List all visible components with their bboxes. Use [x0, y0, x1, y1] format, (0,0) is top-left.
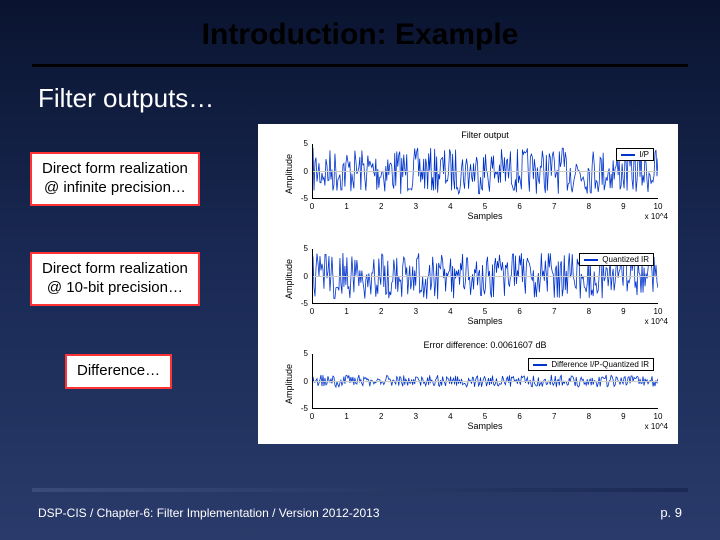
grid-zero	[313, 171, 658, 172]
xtick: 2	[379, 412, 383, 421]
ytick: 5	[294, 139, 308, 148]
xtick: 8	[587, 412, 591, 421]
chart-title: Error difference: 0.0061607 dB	[312, 340, 658, 350]
ytick: -5	[294, 404, 308, 413]
slide: Introduction: Example Filter outputs… Di…	[0, 0, 720, 540]
xtick: 6	[517, 412, 521, 421]
xtick: 5	[483, 307, 487, 316]
grid-zero	[313, 381, 658, 382]
ylabel: Amplitude	[284, 258, 294, 298]
ytick: 0	[294, 167, 308, 176]
legend: Quantized IR	[579, 253, 654, 266]
xtick: 10	[654, 202, 663, 211]
ytick: -5	[294, 299, 308, 308]
legend: Difference I/P-Quantized IR	[528, 358, 654, 371]
xtick: 7	[552, 412, 556, 421]
xtick: 10	[654, 307, 663, 316]
axes: Difference I/P-Quantized IR	[312, 354, 658, 409]
label-box-1: Direct form realization @ 10-bit precisi…	[30, 252, 200, 306]
ylabel: Amplitude	[284, 153, 294, 193]
xtick: 3	[414, 307, 418, 316]
xtick: 9	[621, 412, 625, 421]
xtick: 9	[621, 202, 625, 211]
xtick: 7	[552, 202, 556, 211]
subplot-1: Quantized IR-505012345678910AmplitudeSam…	[312, 249, 658, 304]
xtick: 4	[448, 412, 452, 421]
xtick: 3	[414, 412, 418, 421]
ytick: -5	[294, 194, 308, 203]
ytick: 0	[294, 272, 308, 281]
legend: I/P	[616, 148, 654, 161]
legend-label: I/P	[639, 150, 649, 159]
label-box-0: Direct form realization @ infinite preci…	[30, 152, 200, 206]
label-line: Difference…	[77, 362, 160, 381]
xscale: x 10^4	[645, 422, 668, 431]
legend-swatch	[621, 154, 635, 156]
xlabel: Samples	[312, 211, 658, 221]
axes: I/P	[312, 144, 658, 199]
xtick: 2	[379, 307, 383, 316]
xscale: x 10^4	[645, 212, 668, 221]
legend-swatch	[533, 364, 547, 366]
legend-swatch	[584, 259, 598, 261]
label-box-2: Difference…	[65, 354, 172, 389]
legend-label: Quantized IR	[602, 255, 649, 264]
xtick: 0	[310, 412, 314, 421]
xtick: 8	[587, 202, 591, 211]
figure-area: I/P-505012345678910AmplitudeFilter outpu…	[258, 124, 678, 444]
xlabel: Samples	[312, 316, 658, 326]
footer-right: p. 9	[660, 505, 682, 520]
xtick: 0	[310, 307, 314, 316]
xscale: x 10^4	[645, 317, 668, 326]
label-line: @ infinite precision…	[42, 179, 188, 198]
xtick: 6	[517, 202, 521, 211]
xtick: 1	[344, 412, 348, 421]
axes: Quantized IR	[312, 249, 658, 304]
xtick: 4	[448, 307, 452, 316]
title-rule	[32, 64, 688, 67]
content-area: Direct form realization @ infinite preci…	[0, 124, 720, 444]
xtick: 1	[344, 202, 348, 211]
footer-left: DSP-CIS / Chapter-6: Filter Implementati…	[38, 506, 380, 520]
ytick: 0	[294, 377, 308, 386]
xtick: 8	[587, 307, 591, 316]
subplot-0: I/P-505012345678910AmplitudeFilter outpu…	[312, 144, 658, 199]
xtick: 7	[552, 307, 556, 316]
xtick: 0	[310, 202, 314, 211]
xlabel: Samples	[312, 421, 658, 431]
xtick: 10	[654, 412, 663, 421]
xtick: 5	[483, 202, 487, 211]
xtick: 2	[379, 202, 383, 211]
xtick: 6	[517, 307, 521, 316]
xtick: 3	[414, 202, 418, 211]
grid-zero	[313, 276, 658, 277]
slide-title: Introduction: Example	[0, 0, 720, 52]
xtick: 4	[448, 202, 452, 211]
xtick: 5	[483, 412, 487, 421]
ytick: 5	[294, 349, 308, 358]
chart-title: Filter output	[312, 130, 658, 140]
ylabel: Amplitude	[284, 363, 294, 403]
xtick: 9	[621, 307, 625, 316]
label-line: Direct form realization	[42, 260, 188, 279]
ytick: 5	[294, 244, 308, 253]
subplot-2: Difference I/P-Quantized IR-505012345678…	[312, 354, 658, 409]
footer-rule	[32, 488, 688, 492]
legend-label: Difference I/P-Quantized IR	[551, 360, 649, 369]
slide-subtitle: Filter outputs…	[38, 83, 720, 114]
label-line: @ 10-bit precision…	[42, 279, 188, 298]
xtick: 1	[344, 307, 348, 316]
label-line: Direct form realization	[42, 160, 188, 179]
